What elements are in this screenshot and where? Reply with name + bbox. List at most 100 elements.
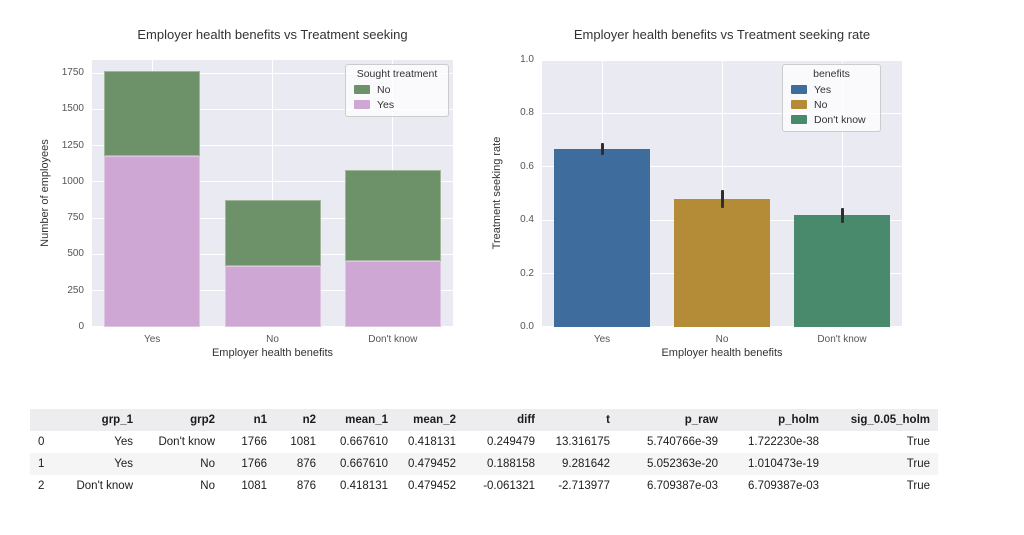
right-chart-y-tick-label: 0.8	[520, 107, 534, 119]
right-chart-y-tick-label: 1.0	[520, 54, 534, 65]
table-cell: 6.709387e-03	[748, 480, 819, 492]
left-chart-y-tick-label: 500	[67, 248, 84, 260]
legend-entry: Yes	[354, 97, 440, 112]
right-chart-x-tick-label: Yes	[593, 334, 611, 345]
table-cell: 1.010473e-19	[748, 458, 819, 470]
table-cell: 1766	[241, 458, 267, 470]
table-cell: 1766	[241, 436, 267, 448]
legend-entry: No	[791, 97, 872, 112]
left-chart-y-tick-label: 1750	[61, 67, 84, 79]
right-chart-title: Employer health benefits vs Treatment se…	[573, 27, 871, 42]
column-header-mean_1: mean_1	[345, 414, 388, 426]
column-header-t: t	[606, 414, 610, 426]
right-chart-y-tick-label: 0.2	[520, 267, 534, 279]
column-header-n2: n2	[302, 414, 316, 426]
legend-swatch	[354, 85, 370, 94]
legend-swatch	[791, 85, 807, 94]
rate-bar	[674, 198, 770, 327]
table-cell: 1081	[241, 480, 267, 492]
left-legend-entries: No Yes	[354, 82, 440, 112]
column-header-mean_2: mean_2	[413, 414, 456, 426]
legend-entry-label: Yes	[814, 83, 832, 96]
right-y-axis-label: Treatment seeking rate	[491, 136, 503, 250]
right-legend-entries: Yes No Don't know	[791, 82, 872, 127]
column-header-p_raw: p_raw	[684, 414, 718, 426]
left-chart-y-tick-label: 1500	[61, 103, 84, 115]
left-chart-x-tick-label: Yes	[143, 334, 161, 345]
table-cell: True	[906, 436, 930, 448]
column-header-grp2: grp2	[190, 414, 215, 426]
left-legend-title: Sought treatment	[356, 68, 438, 80]
legend-entry-label: No	[814, 98, 828, 111]
table-cell: 1.722230e-38	[748, 436, 819, 448]
left-chart-y-tick-label: 1000	[61, 175, 84, 187]
table-cell: 9.281642	[562, 458, 610, 470]
table-cell: 876	[296, 458, 316, 470]
table-cell: 0.249479	[487, 436, 535, 448]
right-x-axis-label: Employer health benefits	[661, 347, 783, 359]
table-body: 0 Yes Don't know 1766 1081 0.667610 0.418131 0.…	[30, 431, 938, 497]
left-chart-x-tick-label: Don't know	[368, 334, 418, 345]
table-cell: Don't know	[76, 480, 133, 492]
table-cell: 0.667610	[340, 436, 388, 448]
table-cell: -2.713977	[558, 480, 610, 492]
table-cell: 0.188158	[487, 458, 535, 470]
legend-entry-label: Don't know	[814, 113, 866, 126]
right-legend-title: benefits	[813, 68, 850, 80]
table-cell: 0	[38, 436, 45, 448]
table-cell: 5.052363e-20	[647, 458, 718, 470]
stacked-bar-segment-no	[224, 199, 321, 267]
column-header-grp_1: grp_1	[101, 414, 133, 426]
table-cell: 5.740766e-39	[647, 436, 718, 448]
legend-entry: Yes	[791, 82, 872, 97]
stacked-bar-segment-yes	[224, 266, 321, 327]
left-chart-y-tick-label: 0	[78, 321, 84, 332]
pairwise-stats-table: grp_1 grp2 n1 n2 mean_1 mean_2 diff t p_raw p_hol…	[30, 409, 938, 497]
table-cell: -0.061321	[483, 480, 535, 492]
left-chart-x-tick-label: No	[266, 334, 279, 345]
table-cell: No	[200, 458, 215, 470]
right-legend: benefits Yes No Don't know	[782, 64, 881, 132]
column-header-sig_0.05_holm: sig_0.05_holm	[850, 414, 930, 426]
error-bar	[840, 207, 844, 224]
table-row: 1 Yes No 1766 876 0.667610 0.479452 0.188158 9.2…	[30, 453, 938, 475]
gridline-vertical	[272, 60, 273, 327]
stacked-bar-segment-yes	[344, 261, 441, 327]
table-cell: No	[200, 480, 215, 492]
left-chart-title: Employer health benefits vs Treatment se…	[137, 27, 408, 42]
column-header-diff: diff	[517, 414, 535, 426]
table-row: 0 Yes Don't know 1766 1081 0.667610 0.418131 0.…	[30, 431, 938, 453]
left-y-axis-label: Number of employees	[39, 139, 51, 247]
table-cell: 876	[296, 480, 316, 492]
table-cell: 0.667610	[340, 458, 388, 470]
table-cell: 0.479452	[408, 458, 456, 470]
table-cell: 0.418131	[408, 436, 456, 448]
gridline-vertical	[841, 60, 843, 327]
table-cell: 1	[38, 458, 45, 470]
left-x-axis-label: Employer health benefits	[211, 347, 334, 359]
stacked-bar-segment-no	[104, 70, 201, 156]
table-cell: 0.479452	[408, 480, 456, 492]
left-chart-y-tick-label: 750	[67, 212, 84, 224]
table-cell: Don't know	[158, 436, 215, 448]
table-cell: Yes	[114, 458, 133, 470]
table-cell: 6.709387e-03	[647, 480, 718, 492]
table-cell: True	[906, 480, 930, 492]
legend-swatch	[791, 115, 807, 124]
stacked-bar-segment-no	[344, 170, 441, 262]
rate-bar	[794, 215, 890, 327]
legend-swatch	[354, 100, 370, 109]
left-chart-y-tick-label: 1250	[61, 139, 84, 151]
left-chart-y-tick-label: 250	[67, 284, 84, 296]
right-chart-x-tick-label: Don't know	[817, 334, 867, 345]
table-cell: 13.316175	[555, 436, 610, 448]
table-header: grp_1 grp2 n1 n2 mean_1 mean_2 diff t p_raw p_hol…	[30, 409, 938, 431]
table-cell: Yes	[114, 436, 133, 448]
right-chart-y-tick-label: 0.6	[520, 160, 534, 172]
stacked-bar-segment-yes	[104, 155, 201, 327]
legend-entry: Don't know	[791, 112, 872, 127]
column-header-p_holm: p_holm	[778, 414, 819, 426]
table-cell: 0.418131	[340, 480, 388, 492]
legend-entry-label: Yes	[377, 98, 395, 111]
